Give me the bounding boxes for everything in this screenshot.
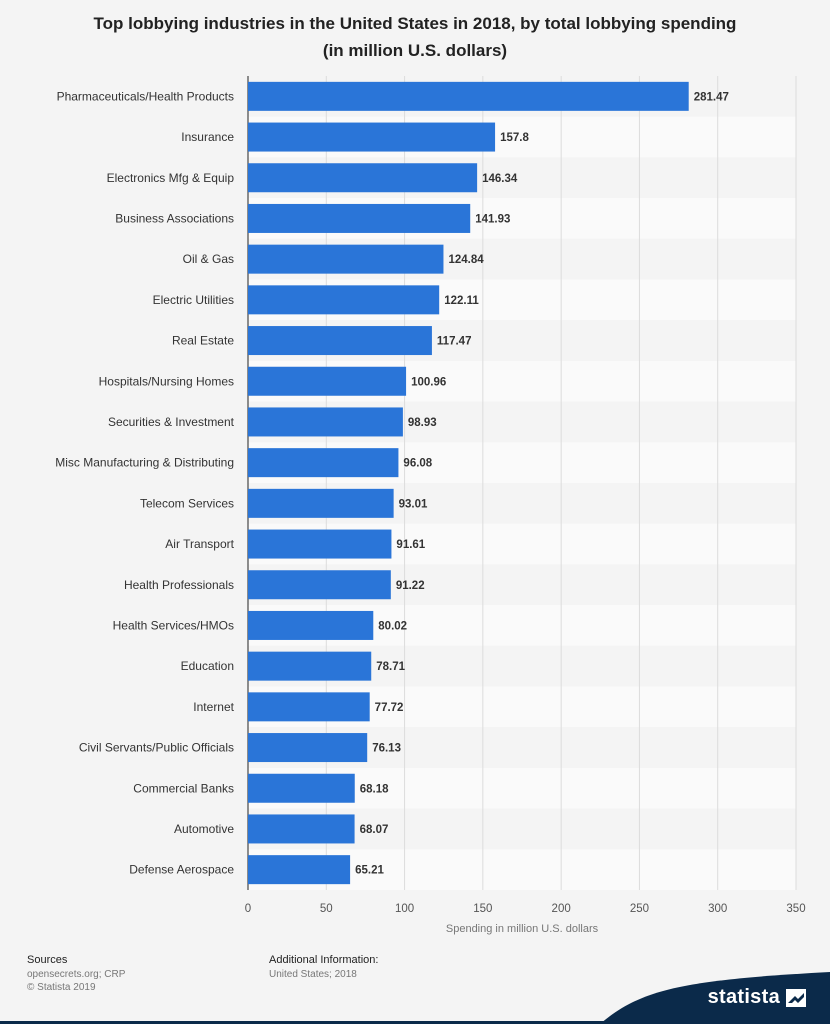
category-label: Insurance	[181, 130, 234, 144]
additional-info-heading: Additional Information:	[269, 954, 379, 966]
category-label: Health Professionals	[124, 578, 234, 592]
sources-heading: Sources	[27, 954, 68, 966]
category-label: Real Estate	[172, 334, 234, 348]
data-label: 91.22	[396, 580, 425, 592]
category-label: Internet	[193, 700, 234, 714]
bar-20	[248, 855, 351, 885]
statista-logo[interactable]: statista	[708, 986, 806, 1009]
chart-title-line: Top lobbying industries in the United St…	[93, 14, 737, 33]
x-tick-label: 300	[708, 903, 727, 915]
category-label: Misc Manufacturing & Distributing	[55, 456, 234, 470]
category-label: Electric Utilities	[153, 293, 234, 307]
category-label: Pharmaceuticals/Health Products	[57, 89, 234, 103]
bar-2	[248, 122, 496, 152]
bar-10	[248, 448, 399, 478]
data-label: 76.13	[372, 743, 401, 755]
category-label: Securities & Investment	[108, 415, 235, 429]
category-label: Defense Aerospace	[129, 863, 234, 877]
bar-18	[248, 773, 355, 803]
data-label: 117.47	[437, 336, 472, 348]
bar-11	[248, 488, 394, 518]
data-label: 78.71	[376, 661, 405, 673]
bar-9	[248, 407, 403, 437]
sources-line: opensecrets.org; CRP	[27, 969, 126, 980]
x-axis-label: Spending in million U.S. dollars	[446, 923, 599, 935]
additional-info-line: United States; 2018	[269, 969, 357, 980]
bar-1	[248, 81, 689, 111]
data-label: 68.07	[360, 824, 389, 836]
data-label: 65.21	[355, 865, 384, 877]
bar-4	[248, 203, 471, 233]
x-tick-label: 0	[245, 903, 251, 915]
category-label: Education	[181, 659, 234, 673]
category-label: Air Transport	[165, 537, 234, 551]
data-label: 80.02	[378, 620, 407, 632]
data-label: 141.93	[475, 213, 510, 225]
category-label: Commercial Banks	[133, 781, 234, 795]
bar-15	[248, 651, 372, 681]
data-label: 96.08	[403, 458, 432, 470]
category-label: Health Services/HMOs	[113, 618, 234, 632]
bar-6	[248, 285, 440, 315]
data-label: 100.96	[411, 376, 446, 388]
x-tick-label: 100	[395, 903, 414, 915]
data-label: 77.72	[375, 702, 404, 714]
data-label: 122.11	[444, 295, 479, 307]
statista-logo-icon	[786, 988, 806, 1007]
data-label: 281.47	[694, 91, 729, 103]
bar-19	[248, 814, 355, 844]
bar-16	[248, 692, 370, 722]
chart-subtitle: (in million U.S. dollars)	[322, 41, 508, 60]
copyright-line: © Statista 2019	[27, 982, 96, 993]
category-label: Hospitals/Nursing Homes	[99, 374, 234, 388]
data-label: 68.18	[360, 783, 389, 795]
bar-8	[248, 366, 407, 396]
data-label: 146.34	[482, 173, 518, 185]
category-label: Business Associations	[115, 211, 234, 225]
bar-7	[248, 326, 432, 356]
bar-14	[248, 610, 374, 640]
data-label: 93.01	[399, 498, 428, 510]
x-tick-label: 200	[552, 903, 571, 915]
x-tick-label: 150	[473, 903, 492, 915]
bar-3	[248, 163, 478, 193]
additional-info-block: Additional Information: United States; 2…	[269, 954, 378, 981]
x-tick-label: 50	[320, 903, 333, 915]
data-label: 124.84	[448, 254, 484, 266]
data-label: 157.8	[500, 132, 529, 144]
data-label: 91.61	[396, 539, 425, 551]
category-label: Electronics Mfg & Equip	[107, 171, 235, 185]
bar-17	[248, 733, 368, 763]
x-tick-label: 350	[786, 903, 805, 915]
bar-12	[248, 529, 392, 559]
bar-5	[248, 244, 444, 274]
data-label: 98.93	[408, 417, 437, 429]
bar-chart: Pharmaceuticals/Health Products 281.47 Ins…	[55, 76, 806, 935]
chart-title: Top lobbying industries in the United St…	[0, 10, 830, 64]
category-label: Oil & Gas	[183, 252, 234, 266]
x-tick-label: 250	[630, 903, 649, 915]
sources-block: Sources opensecrets.org; CRP © Statista …	[27, 954, 125, 994]
category-label: Telecom Services	[140, 496, 234, 510]
bar-13	[248, 570, 391, 600]
category-label: Automotive	[174, 822, 234, 836]
brand-name: statista	[707, 986, 780, 1008]
category-label: Civil Servants/Public Officials	[79, 741, 234, 755]
